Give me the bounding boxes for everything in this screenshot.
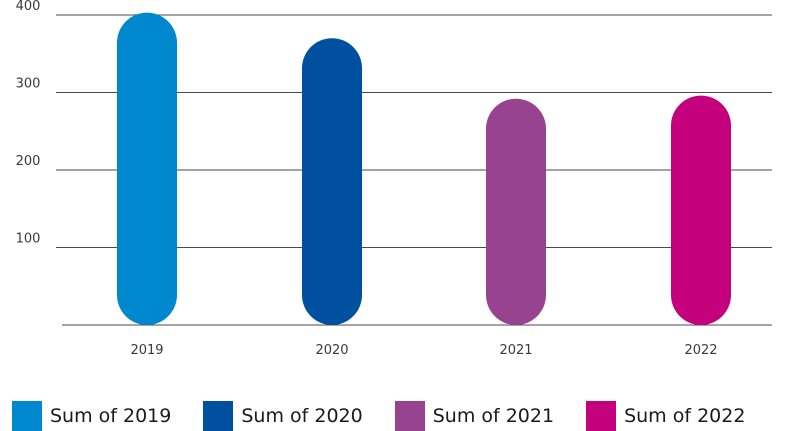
y-tick-label-200: 200 — [16, 154, 41, 169]
bars — [117, 12, 731, 326]
bar-2019 — [117, 12, 177, 326]
legend-swatch-2021 — [394, 401, 425, 431]
x-tick-label-2022: 2022 — [684, 343, 717, 358]
legend: Sum of 2019 Sum of 2020 Sum of 2021 Sum … — [12, 401, 745, 431]
y-tick-label-400: 400 — [16, 0, 41, 14]
x-tick-label-2021: 2021 — [499, 343, 532, 358]
legend-label-2021: Sum of 2021 — [432, 405, 555, 427]
legend-swatch-2019 — [12, 401, 42, 431]
legend-item-2019: Sum of 2019 — [12, 401, 171, 431]
bar-2021 — [486, 98, 546, 325]
legend-label-2022: Sum of 2022 — [624, 405, 746, 427]
legend-item-2022: Sum of 2022 — [586, 401, 745, 431]
legend-item-2021: Sum of 2021 — [394, 401, 555, 431]
bar-chart: 100 200 300 400 2019 2020 2021 2022 — [16, 0, 772, 358]
legend-label-2020: Sum of 2020 — [241, 405, 363, 427]
legend-item-2020: Sum of 2020 — [203, 401, 363, 431]
legend-swatch-2022 — [586, 401, 617, 431]
axis-labels: 100 200 300 400 2019 2020 2021 2022 — [16, 0, 718, 358]
bar-2020 — [302, 38, 362, 325]
bar-2022 — [671, 95, 731, 325]
x-tick-label-2019: 2019 — [130, 343, 163, 358]
y-tick-label-100: 100 — [16, 232, 41, 247]
y-tick-label-300: 300 — [16, 77, 41, 92]
x-tick-label-2020: 2020 — [315, 343, 348, 358]
legend-label-2019: Sum of 2019 — [50, 405, 172, 427]
legend-swatch-2020 — [203, 401, 234, 431]
